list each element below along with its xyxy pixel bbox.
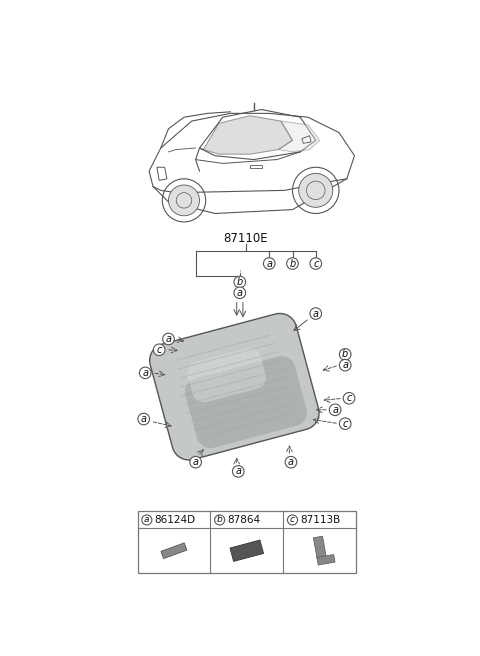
Circle shape (343, 392, 355, 404)
Text: a: a (237, 288, 243, 298)
Circle shape (310, 308, 322, 319)
Text: a: a (332, 405, 338, 415)
Text: a: a (166, 334, 171, 344)
Text: b: b (342, 350, 348, 359)
Text: a: a (144, 516, 150, 524)
Circle shape (154, 344, 165, 356)
Text: 87113B: 87113B (300, 515, 340, 525)
Text: 86124D: 86124D (155, 515, 196, 525)
Polygon shape (150, 314, 319, 460)
Circle shape (339, 348, 351, 360)
Text: c: c (290, 516, 295, 524)
Circle shape (234, 276, 246, 288)
Circle shape (215, 515, 225, 525)
Text: a: a (141, 414, 147, 424)
Circle shape (163, 333, 174, 345)
Circle shape (288, 515, 298, 525)
Text: a: a (142, 368, 148, 378)
Polygon shape (204, 115, 292, 154)
Text: b: b (289, 258, 296, 268)
Bar (137, 512, 356, 573)
Circle shape (168, 185, 200, 216)
Circle shape (190, 457, 202, 468)
Circle shape (329, 404, 341, 416)
Text: b: b (217, 516, 223, 524)
Circle shape (339, 359, 351, 371)
Text: c: c (313, 258, 318, 268)
Text: a: a (235, 466, 241, 476)
Text: a: a (313, 308, 319, 319)
Circle shape (285, 457, 297, 468)
Circle shape (310, 258, 322, 270)
Text: b: b (237, 277, 243, 287)
Text: a: a (266, 258, 272, 268)
Text: c: c (347, 393, 352, 403)
Circle shape (287, 258, 298, 270)
Circle shape (138, 413, 149, 425)
Circle shape (339, 418, 351, 430)
Text: a: a (192, 457, 199, 467)
Text: c: c (156, 345, 162, 355)
Circle shape (142, 515, 152, 525)
Circle shape (234, 287, 246, 298)
Bar (161, 543, 187, 558)
Text: a: a (288, 457, 294, 467)
Circle shape (264, 258, 275, 270)
Circle shape (299, 173, 333, 207)
Bar (230, 540, 264, 562)
Bar (313, 536, 326, 559)
Text: 87110E: 87110E (224, 232, 268, 245)
Circle shape (232, 466, 244, 477)
Polygon shape (185, 356, 307, 448)
Polygon shape (187, 348, 266, 403)
Text: a: a (342, 360, 348, 370)
Polygon shape (278, 121, 320, 152)
Bar (317, 554, 335, 565)
Text: c: c (343, 419, 348, 428)
Circle shape (139, 367, 151, 379)
Text: 87864: 87864 (228, 515, 261, 525)
